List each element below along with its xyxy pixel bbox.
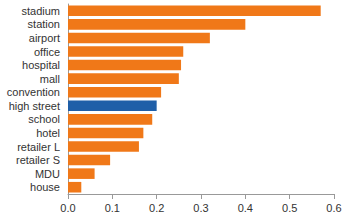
svg-text:MDU: MDU [35,168,60,180]
svg-text:retailer S: retailer S [16,154,60,166]
svg-text:0.6: 0.6 [326,202,341,214]
svg-text:0.5: 0.5 [282,202,297,214]
svg-text:high street: high street [9,100,60,112]
svg-text:airport: airport [29,32,60,44]
svg-text:0.0: 0.0 [60,202,75,214]
svg-text:house: house [30,181,60,193]
svg-text:retailer L: retailer L [17,141,60,153]
svg-text:station: station [28,18,60,30]
svg-text:0.4: 0.4 [238,202,253,214]
svg-text:convention: convention [7,86,60,98]
svg-text:office: office [34,46,60,58]
svg-text:mall: mall [40,73,60,85]
svg-text:0.1: 0.1 [105,202,120,214]
svg-text:hotel: hotel [36,127,60,139]
svg-text:0.2: 0.2 [149,202,164,214]
svg-text:0.3: 0.3 [193,202,208,214]
svg-text:stadium: stadium [21,5,60,17]
svg-text:hospital: hospital [22,59,60,71]
svg-text:school: school [28,113,60,125]
